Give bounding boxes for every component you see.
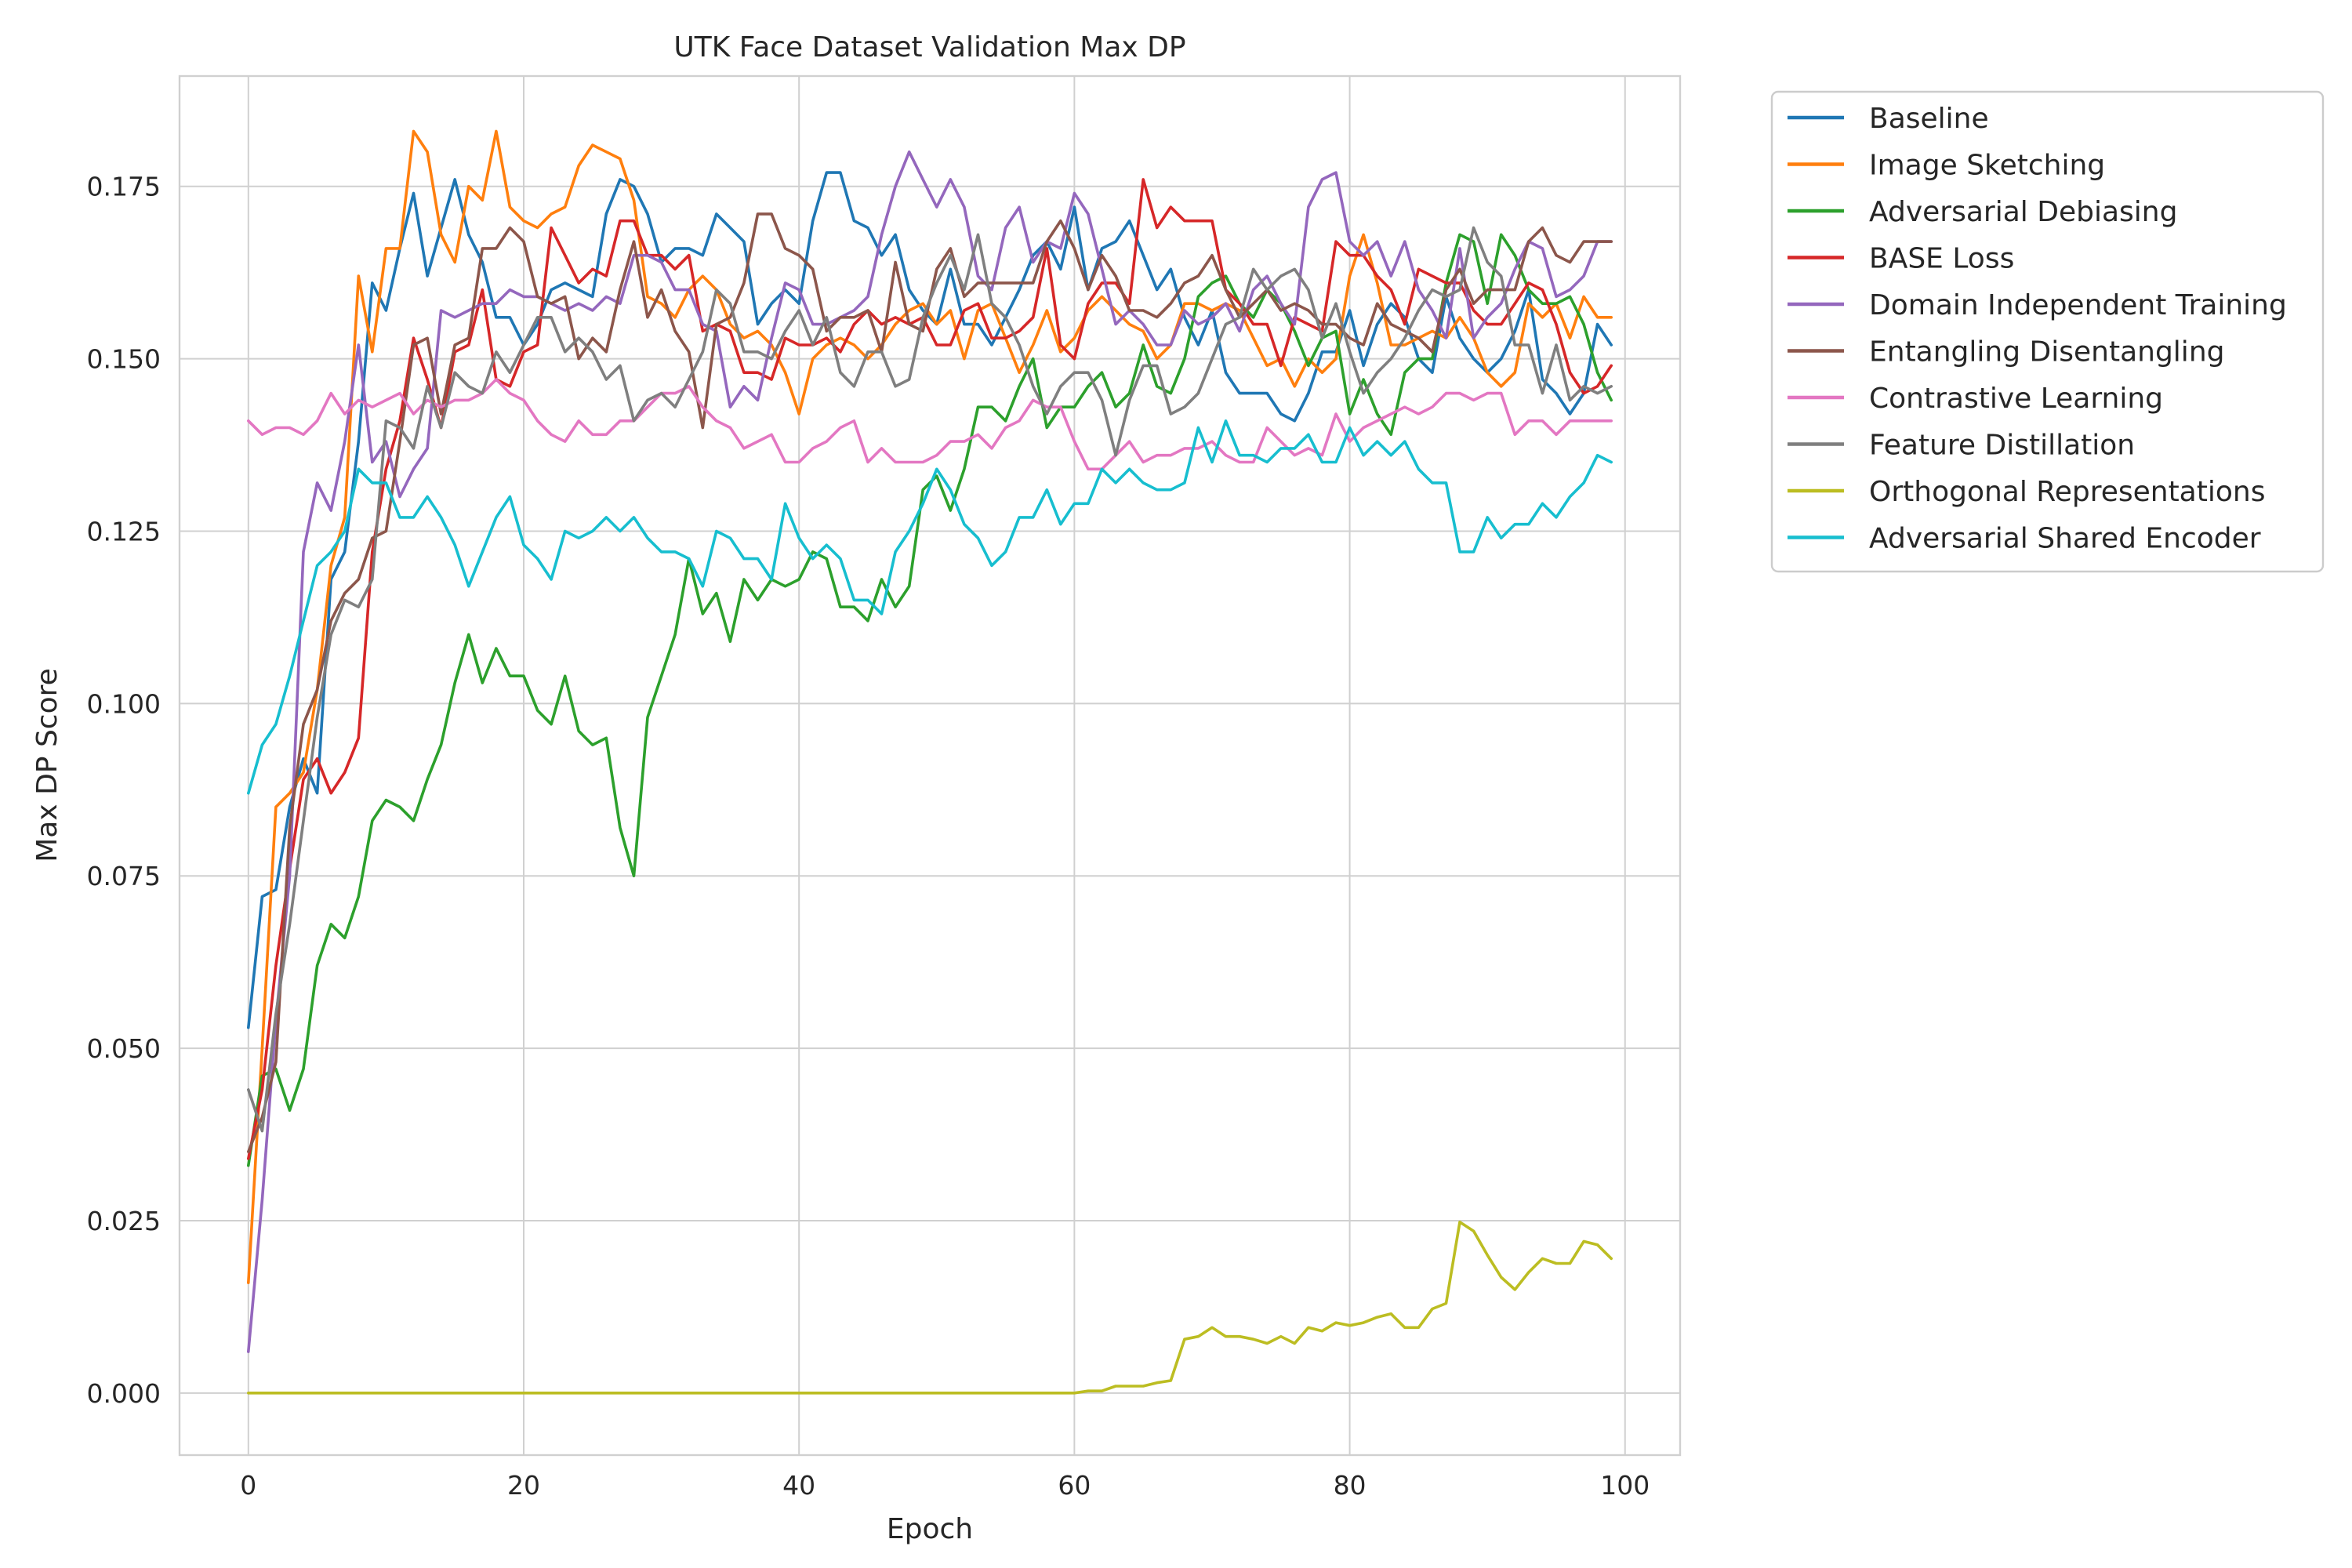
series-line-feature-distillation [246, 226, 1613, 1133]
chart-title: UTK Face Dataset Validation Max DP [673, 31, 1185, 64]
y-tick-label: 0.000 [87, 1378, 161, 1409]
series-line-contrastive-learning [246, 378, 1613, 471]
y-tick-label: 0.050 [87, 1033, 161, 1064]
series-line-base-loss [246, 178, 1613, 1160]
plot-area [178, 74, 1682, 1457]
legend-label-domain-independent-training: Domain Independent Training [1869, 289, 2287, 321]
legend-label-adversarial-debiasing: Adversarial Debiasing [1869, 196, 2177, 228]
legend-label-entangling-disentangling: Entangling Disentangling [1869, 336, 2224, 368]
tick-labels: 0 20 40 60 80 100 0.000 0.025 0.050 0.075 0.100 0.1… [87, 172, 1650, 1501]
x-axis-label: Epoch [887, 1513, 973, 1545]
y-axis-label: Max DP Score [31, 668, 64, 862]
series-line-adversarial-shared-encoder [246, 419, 1613, 795]
legend-label-baseline: Baseline [1869, 103, 1989, 135]
legend-label-image-sketching: Image Sketching [1869, 150, 2105, 182]
y-tick-label: 0.175 [87, 172, 161, 202]
x-tick-label: 40 [782, 1470, 815, 1501]
grid [180, 76, 1680, 1455]
y-tick-label: 0.075 [87, 861, 161, 891]
y-tick-label: 0.025 [87, 1206, 161, 1236]
x-tick-label: 80 [1334, 1470, 1367, 1501]
x-tick-label: 0 [240, 1470, 256, 1501]
legend: Baseline Image Sketching Adversarial Debia… [1770, 90, 2325, 573]
legend-label-feature-distillation: Feature Distillation [1869, 430, 2135, 462]
x-tick-label: 60 [1058, 1470, 1091, 1501]
series-line-orthogonal-representations [246, 1220, 1613, 1395]
series-line-domain-independent-training [246, 150, 1613, 1353]
x-tick-label: 20 [507, 1470, 540, 1501]
legend-label-adversarial-shared-encoder: Adversarial Shared Encoder [1869, 523, 2261, 555]
legend-label-orthogonal-representations: Orthogonal Representations [1869, 476, 2265, 508]
y-tick-label: 0.125 [87, 516, 161, 546]
x-tick-label: 100 [1600, 1470, 1650, 1501]
legend-label-contrastive-learning: Contrastive Learning [1869, 383, 2163, 415]
legend-box [1770, 90, 2325, 573]
y-tick-label: 0.150 [87, 344, 161, 375]
y-tick-label: 0.100 [87, 688, 161, 719]
series-lines [246, 129, 1613, 1395]
legend-label-base-loss: BASE Loss [1869, 243, 2014, 275]
